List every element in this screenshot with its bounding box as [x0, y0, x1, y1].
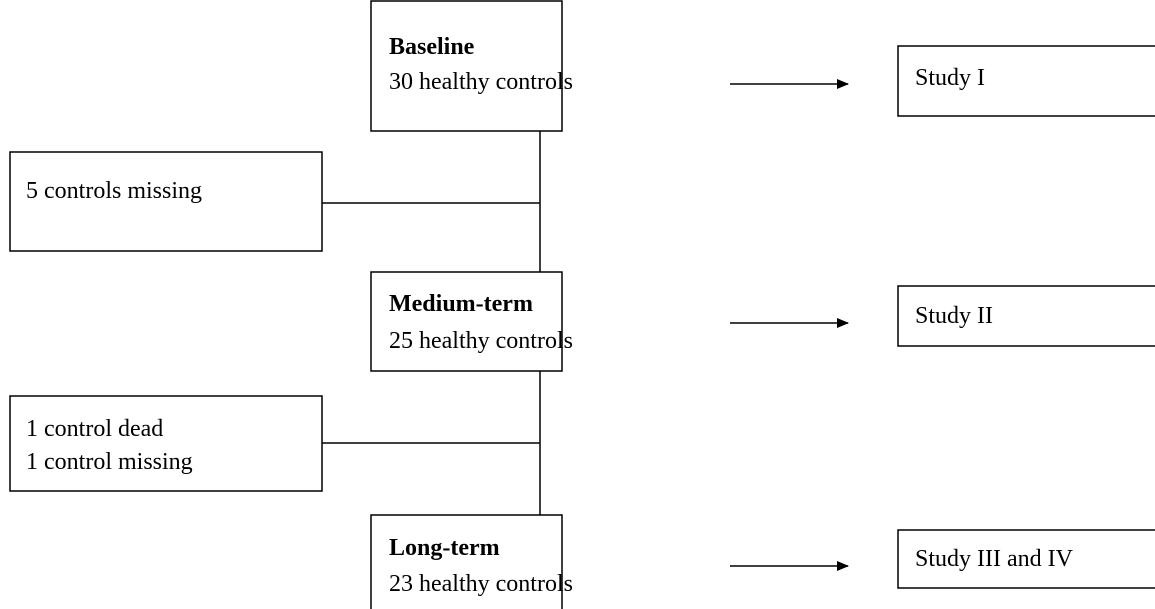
study-label: Study III and IV — [915, 546, 1074, 572]
node-text: 30 healthy controls — [389, 69, 573, 95]
study-box — [897, 45, 1155, 117]
node-text: 25 healthy controls — [389, 328, 573, 354]
study-box — [897, 529, 1155, 589]
exclusion-text: 1 control dead — [26, 416, 163, 442]
node-box — [370, 0, 563, 132]
node-title: Long-term — [389, 535, 500, 561]
node-text: 23 healthy controls — [389, 571, 573, 597]
exclusion-text: 1 control missing — [26, 449, 193, 475]
node-title: Baseline — [389, 34, 475, 60]
exclusion-text: 5 controls missing — [26, 178, 202, 204]
node-title: Medium-term — [389, 291, 533, 317]
node-box — [370, 514, 563, 609]
study-box — [897, 285, 1155, 347]
study-label: Study I — [915, 65, 985, 91]
study-label: Study II — [915, 303, 993, 329]
exclusion-box — [9, 395, 323, 492]
node-box — [370, 271, 563, 372]
exclusion-box — [9, 151, 323, 252]
